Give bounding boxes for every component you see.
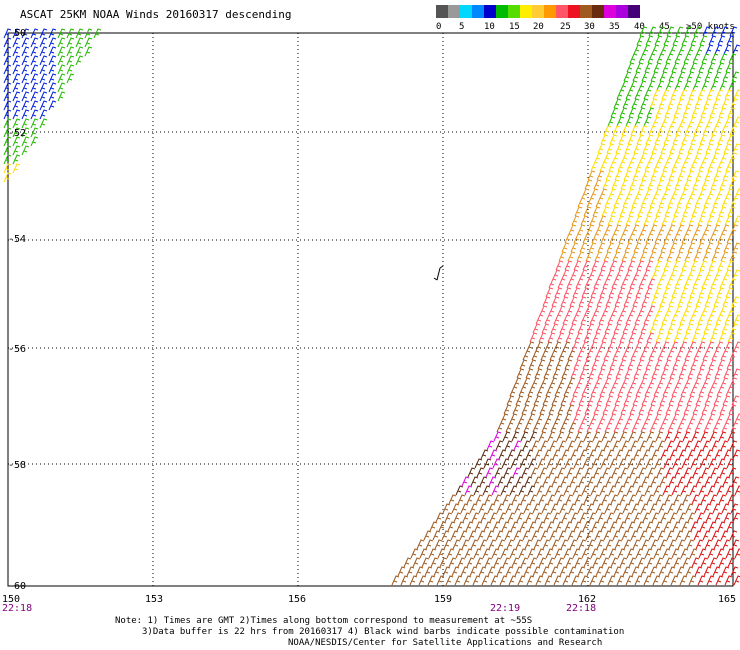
wind-barbs [3, 26, 740, 586]
legend-swatch [616, 5, 628, 18]
legend-label: 25 [560, 22, 571, 32]
lat-label-58: -58 [8, 460, 26, 471]
lon-label-153: 153 [145, 594, 163, 605]
legend-label: 45 [659, 22, 670, 32]
legend-swatch [448, 5, 460, 18]
legend-label: 5 [459, 22, 465, 32]
legend-swatch [436, 5, 448, 18]
legend-swatch [460, 5, 472, 18]
legend-label: 30 [584, 22, 595, 32]
lon-label-165: 165 [718, 594, 736, 605]
legend-swatch [508, 5, 520, 18]
time-label-left: 22:18 [2, 603, 32, 614]
legend-swatch [556, 5, 568, 18]
lat-lon-grid [7, 32, 734, 587]
lat-label-54: -54 [8, 234, 26, 245]
legend-swatch [628, 5, 640, 18]
legend-swatch [496, 5, 508, 18]
legend-swatch [532, 5, 544, 18]
lon-label-156: 156 [288, 594, 306, 605]
lat-label-60: -60 [8, 581, 26, 592]
legend-swatch [604, 5, 616, 18]
legend-swatch [520, 5, 532, 18]
note-line-2: 3)Data buffer is 22 hrs from 20160317 4)… [142, 627, 625, 637]
time-label-right: 22:18 [566, 603, 596, 614]
legend-swatch [592, 5, 604, 18]
lon-label-162: 162 [578, 594, 596, 605]
lat-label-56: -56 [8, 344, 26, 355]
lat-label-52: -52 [8, 128, 26, 139]
legend-swatch [544, 5, 556, 18]
wind-speed-legend: 0 5 10 15 20 25 30 35 40 45 ≥50 knots [436, 5, 736, 37]
legend-label: 35 [609, 22, 620, 32]
lat-label-50: -50 [8, 28, 26, 39]
legend-swatch [484, 5, 496, 18]
lon-label-150: 150 [2, 594, 20, 605]
legend-label: 10 [484, 22, 495, 32]
note-line-1: Note: 1) Times are GMT 2)Times along bot… [115, 616, 533, 626]
legend-label: 40 [634, 22, 645, 32]
notes-block: Note: 1) Times are GMT 2)Times along bot… [115, 616, 624, 649]
legend-swatch [472, 5, 484, 18]
time-label-middle: 22:19 [490, 603, 520, 614]
map-title: ASCAT 25KM NOAA Winds 20160317 descendin… [20, 8, 292, 21]
legend-label: 0 [436, 22, 442, 32]
note-line-3: NOAA/NESDIS/Center for Satellite Applica… [288, 638, 603, 648]
legend-label: 15 [509, 22, 520, 32]
legend-swatch [568, 5, 580, 18]
legend-label: 20 [533, 22, 544, 32]
legend-label: ≥50 knots [686, 22, 735, 32]
contamination-barb [433, 265, 444, 281]
legend-swatch [580, 5, 592, 18]
lon-label-159: 159 [434, 594, 452, 605]
